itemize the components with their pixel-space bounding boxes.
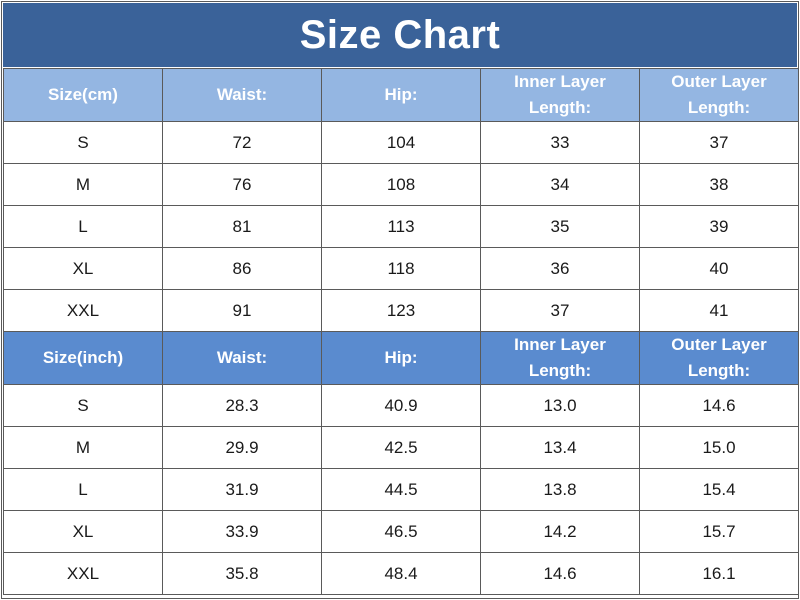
cm-cell-inner-layer-length: 34 <box>480 163 640 206</box>
inch-header-inner-layer-length: Inner Layer Length: <box>480 331 640 385</box>
cm-cell-size: M <box>3 163 163 206</box>
table-row: XXL 91 123 37 41 <box>3 289 799 332</box>
cm-cell-waist: 86 <box>162 247 322 290</box>
inch-cell-outer-layer-length: 14.6 <box>639 384 799 427</box>
inch-cell-size: XL <box>3 510 163 553</box>
inch-header-outer-layer-length: Outer Layer Length: <box>639 331 799 385</box>
inch-header-size: Size(inch) <box>3 331 163 385</box>
inch-cell-hip: 42.5 <box>321 426 481 469</box>
inch-cell-outer-layer-length: 15.0 <box>639 426 799 469</box>
table-row: M 29.9 42.5 13.4 15.0 <box>3 426 799 469</box>
cm-cell-waist: 76 <box>162 163 322 206</box>
cm-cell-hip: 113 <box>321 205 481 248</box>
cm-cell-size: XXL <box>3 289 163 332</box>
table-row: L 81 113 35 39 <box>3 205 799 248</box>
inch-header-row: Size(inch) Waist: Hip: Inner Layer Length: O… <box>3 331 799 385</box>
cm-cell-hip: 118 <box>321 247 481 290</box>
cm-header-inner-layer-length: Inner Layer Length: <box>480 68 640 122</box>
inch-cell-inner-layer-length: 13.0 <box>480 384 640 427</box>
chart-title: Size Chart <box>3 3 797 67</box>
inch-cell-inner-layer-length: 14.6 <box>480 552 640 595</box>
cm-cell-waist: 81 <box>162 205 322 248</box>
table-row: XL 86 118 36 40 <box>3 247 799 290</box>
inch-cell-outer-layer-length: 15.4 <box>639 468 799 511</box>
inch-cell-hip: 44.5 <box>321 468 481 511</box>
inch-header-waist: Waist: <box>162 331 322 385</box>
table-row: S 28.3 40.9 13.0 14.6 <box>3 384 799 427</box>
inch-cell-outer-layer-length: 16.1 <box>639 552 799 595</box>
inch-cell-size: XXL <box>3 552 163 595</box>
cm-cell-outer-layer-length: 40 <box>639 247 799 290</box>
table-row: XL 33.9 46.5 14.2 15.7 <box>3 510 799 553</box>
inch-cell-size: M <box>3 426 163 469</box>
cm-cell-inner-layer-length: 37 <box>480 289 640 332</box>
cm-cell-hip: 108 <box>321 163 481 206</box>
inch-cell-size: S <box>3 384 163 427</box>
inch-cell-inner-layer-length: 14.2 <box>480 510 640 553</box>
cm-cell-size: XL <box>3 247 163 290</box>
inch-cell-waist: 29.9 <box>162 426 322 469</box>
cm-cell-outer-layer-length: 41 <box>639 289 799 332</box>
cm-cell-inner-layer-length: 33 <box>480 121 640 164</box>
inch-cell-hip: 46.5 <box>321 510 481 553</box>
cm-cell-outer-layer-length: 39 <box>639 205 799 248</box>
table-row: L 31.9 44.5 13.8 15.4 <box>3 468 799 511</box>
cm-cell-waist: 91 <box>162 289 322 332</box>
cm-header-row: Size(cm) Waist: Hip: Inner Layer Length: Out… <box>3 68 799 122</box>
cm-header-outer-layer-length: Outer Layer Length: <box>639 68 799 122</box>
inch-cell-inner-layer-length: 13.8 <box>480 468 640 511</box>
cm-header-waist: Waist: <box>162 68 322 122</box>
inch-header-hip: Hip: <box>321 331 481 385</box>
inch-cell-inner-layer-length: 13.4 <box>480 426 640 469</box>
cm-cell-inner-layer-length: 35 <box>480 205 640 248</box>
cm-cell-size: L <box>3 205 163 248</box>
inch-cell-waist: 35.8 <box>162 552 322 595</box>
cm-header-size: Size(cm) <box>3 68 163 122</box>
table-row: XXL 35.8 48.4 14.6 16.1 <box>3 552 799 595</box>
cm-cell-inner-layer-length: 36 <box>480 247 640 290</box>
inch-cell-outer-layer-length: 15.7 <box>639 510 799 553</box>
inch-cell-hip: 40.9 <box>321 384 481 427</box>
table-row: S 72 104 33 37 <box>3 121 799 164</box>
inch-cell-waist: 33.9 <box>162 510 322 553</box>
table-row: M 76 108 34 38 <box>3 163 799 206</box>
cm-cell-waist: 72 <box>162 121 322 164</box>
cm-cell-hip: 104 <box>321 121 481 164</box>
cm-header-hip: Hip: <box>321 68 481 122</box>
inch-cell-hip: 48.4 <box>321 552 481 595</box>
cm-cell-size: S <box>3 121 163 164</box>
cm-cell-hip: 123 <box>321 289 481 332</box>
cm-cell-outer-layer-length: 37 <box>639 121 799 164</box>
cm-cell-outer-layer-length: 38 <box>639 163 799 206</box>
size-table: Size(cm) Waist: Hip: Inner Layer Length: Out… <box>3 68 799 595</box>
inch-cell-waist: 31.9 <box>162 468 322 511</box>
inch-cell-waist: 28.3 <box>162 384 322 427</box>
inch-cell-size: L <box>3 468 163 511</box>
